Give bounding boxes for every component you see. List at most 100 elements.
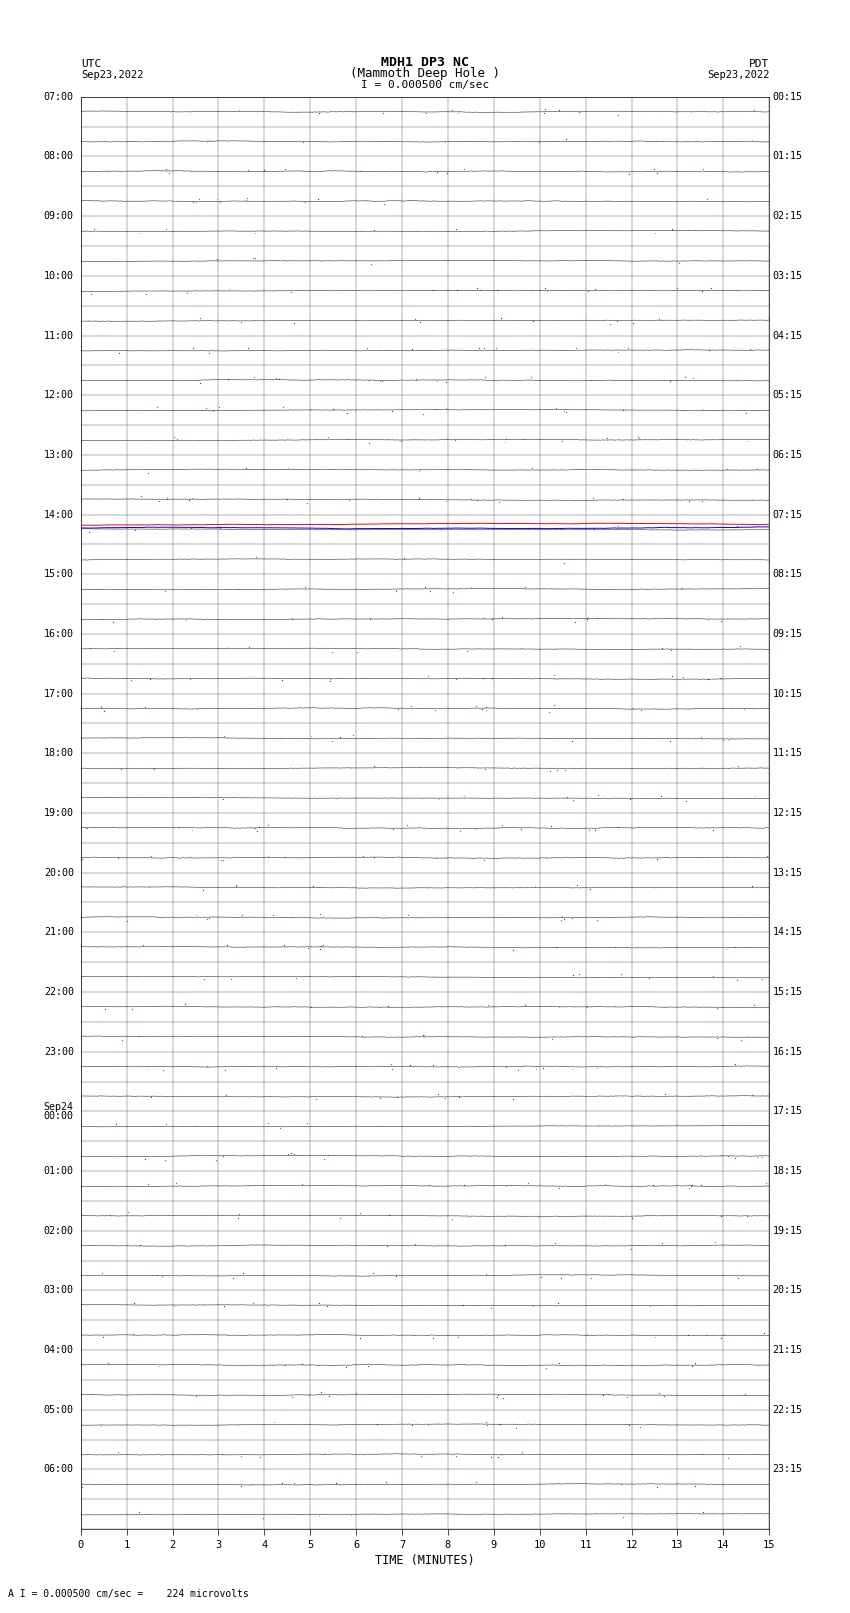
Point [285,605,298,631]
Text: 11:00: 11:00 [44,331,74,340]
Point [261,844,275,869]
Point [340,400,354,426]
Point [740,427,754,453]
Point [495,603,508,629]
Point [343,487,356,513]
Point [349,1381,363,1407]
Point [363,606,377,632]
Point [75,1200,88,1226]
Point [82,519,95,545]
Point [450,1444,463,1469]
Point [217,786,230,811]
Text: 09:15: 09:15 [773,629,802,639]
Point [160,486,173,511]
Point [391,695,405,721]
Point [98,997,111,1023]
Point [95,1260,109,1286]
Point [479,1261,493,1287]
Point [514,816,528,842]
Point [190,903,203,929]
Point [457,1173,471,1198]
Point [566,787,580,813]
Point [611,513,625,539]
Point [430,1381,444,1407]
Point [715,666,728,692]
Point [169,1169,183,1195]
Point [333,1205,347,1231]
Point [139,281,152,306]
Point [621,336,635,361]
Point [257,158,270,184]
Point [554,1265,568,1290]
Point [304,994,318,1019]
Point [139,1145,152,1171]
Point [354,1326,367,1352]
Point [547,692,561,718]
Point [476,605,490,631]
Point [298,574,312,600]
Point [386,816,400,842]
Point [479,697,493,723]
Point [403,187,416,213]
Point [384,1052,398,1077]
Point [173,816,186,842]
Point [405,1411,418,1437]
Point [616,1503,630,1529]
Text: 12:15: 12:15 [773,808,802,818]
Point [729,368,743,394]
Point [536,1055,550,1081]
Point [217,1144,230,1169]
Point [248,219,262,245]
Point [212,394,226,419]
Point [220,932,234,958]
Point [189,1382,202,1408]
Point [414,1442,428,1468]
Point [106,610,120,636]
Point [615,1471,628,1497]
Point [560,784,574,810]
Point [223,276,236,302]
Point [247,365,261,390]
Text: 07:00: 07:00 [44,92,74,102]
Point [714,1203,728,1229]
Point [686,1353,700,1379]
Point [584,368,598,394]
Point [552,1174,565,1200]
Point [688,1473,702,1498]
Point [125,995,139,1021]
Point [526,1294,540,1319]
Point [371,1411,384,1437]
Point [400,811,413,837]
Point [581,606,594,632]
Point [737,697,751,723]
Text: 02:00: 02:00 [44,1226,74,1236]
Point [533,907,547,932]
Point [382,1202,396,1227]
Text: 01:00: 01:00 [44,1166,74,1176]
Point [224,966,238,992]
Point [454,818,468,844]
Point [236,1260,250,1286]
Point [388,577,402,603]
Text: MDH1 DP3 NC: MDH1 DP3 NC [381,55,469,69]
Point [360,336,374,361]
Point [699,1321,712,1347]
Point [460,637,473,663]
Point [481,1413,495,1439]
Point [586,486,599,511]
Point [588,276,602,302]
Text: 08:00: 08:00 [44,152,74,161]
Point [230,873,243,898]
Point [231,1205,245,1231]
Point [380,1234,394,1260]
Point [344,1502,358,1528]
Point [317,1147,331,1173]
Point [274,1115,287,1140]
Point [216,1202,230,1227]
Point [162,160,175,185]
Point [582,818,596,844]
Point [663,727,677,753]
Point [323,668,337,694]
Point [740,400,753,426]
Point [107,637,121,663]
